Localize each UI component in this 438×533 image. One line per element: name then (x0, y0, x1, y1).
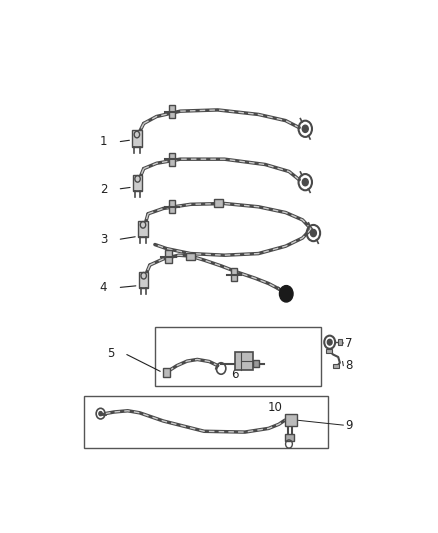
Bar (139, 272, 148, 288)
Bar (162, 368, 170, 377)
Bar (84, 397, 328, 448)
Text: 1: 1 (100, 135, 107, 148)
Circle shape (99, 411, 102, 416)
Bar (169, 152, 175, 166)
Bar (235, 352, 253, 370)
Bar (285, 414, 297, 426)
Bar (214, 199, 223, 207)
Text: 2: 2 (100, 183, 107, 196)
Bar (326, 349, 332, 353)
Text: 6: 6 (231, 368, 238, 382)
Bar (138, 221, 148, 237)
Bar (187, 253, 194, 260)
Bar (169, 105, 175, 118)
Bar (166, 251, 172, 263)
Circle shape (302, 179, 308, 186)
Text: 5: 5 (107, 347, 114, 360)
Text: 3: 3 (100, 233, 107, 246)
Bar (132, 131, 141, 147)
Bar (285, 434, 294, 441)
Circle shape (311, 229, 316, 237)
Text: 10: 10 (268, 401, 283, 414)
Bar (155, 327, 321, 386)
Bar (231, 268, 237, 281)
Bar (253, 360, 259, 367)
Text: 4: 4 (100, 281, 107, 294)
Text: 8: 8 (345, 359, 352, 372)
Bar (133, 175, 142, 191)
Circle shape (327, 340, 332, 345)
Bar (169, 200, 175, 213)
Bar (333, 364, 339, 368)
Text: 9: 9 (345, 418, 353, 432)
Circle shape (302, 125, 308, 132)
Text: 7: 7 (345, 336, 353, 350)
Bar (338, 340, 342, 345)
Circle shape (279, 286, 293, 302)
